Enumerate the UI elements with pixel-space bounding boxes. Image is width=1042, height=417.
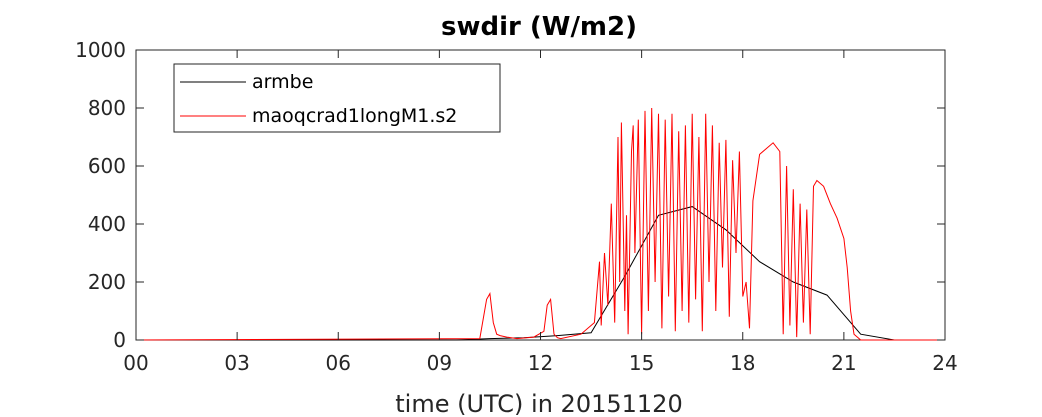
x-tick-label: 12 [528,351,553,375]
legend-label-maoqcrad1longM1: maoqcrad1longM1.s2 [252,105,457,127]
series-layer [135,107,945,341]
x-tick-label: 21 [831,351,856,375]
y-tick-label: 400 [88,212,126,236]
y-tick-label: 1000 [75,38,126,62]
x-tick-label: 06 [326,351,351,375]
x-tick-label: 00 [123,351,148,375]
y-tick-label: 0 [113,328,126,352]
chart-title: swdir (W/m2) [441,12,637,42]
x-tick-label: 24 [932,351,957,375]
legend: armbe maoqcrad1longM1.s2 [173,63,501,133]
series-line-0 [136,206,929,341]
x-tick-label: 03 [224,351,249,375]
x-axis-label: time (UTC) in 20151120 [395,390,682,417]
legend-label-armbe: armbe [252,71,313,93]
y-tick-label: 800 [88,96,126,120]
series-line-1 [135,107,945,341]
x-tick-label: 09 [427,351,452,375]
x-tick-label: 15 [629,351,654,375]
ticks-layer: 00 03 06 09 12 15 18 21 24 0 200 400 600 800 1000 [75,38,958,375]
legend-box [173,63,501,133]
x-tick-label: 18 [730,351,755,375]
y-tick-label: 600 [88,154,126,178]
y-tick-label: 200 [88,270,126,294]
